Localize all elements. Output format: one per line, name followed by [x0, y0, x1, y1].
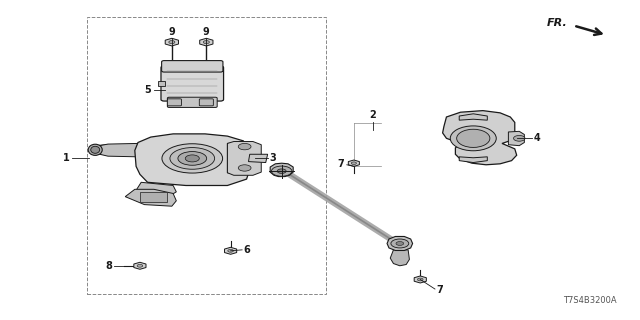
Polygon shape: [134, 262, 146, 269]
Polygon shape: [460, 114, 487, 120]
Text: 6: 6: [243, 245, 250, 255]
Polygon shape: [348, 160, 360, 166]
Polygon shape: [125, 189, 176, 206]
Text: 4: 4: [533, 133, 540, 143]
Ellipse shape: [91, 146, 100, 153]
Text: 5: 5: [145, 85, 152, 95]
Circle shape: [277, 169, 286, 173]
FancyBboxPatch shape: [161, 66, 223, 101]
Ellipse shape: [170, 148, 214, 169]
Text: 7: 7: [436, 285, 443, 295]
FancyBboxPatch shape: [199, 99, 213, 106]
FancyBboxPatch shape: [168, 99, 181, 106]
Polygon shape: [387, 236, 413, 251]
Polygon shape: [137, 182, 176, 199]
Bar: [87, 17, 326, 294]
Polygon shape: [460, 157, 487, 163]
Polygon shape: [248, 154, 268, 163]
Polygon shape: [270, 163, 293, 177]
Text: 8: 8: [105, 261, 112, 271]
Polygon shape: [227, 142, 259, 174]
Text: 7: 7: [337, 159, 344, 169]
Polygon shape: [100, 143, 170, 157]
Text: 3: 3: [269, 153, 276, 164]
Text: FR.: FR.: [547, 18, 567, 28]
Bar: [158, 81, 166, 86]
Ellipse shape: [162, 144, 223, 173]
Text: 1: 1: [63, 153, 70, 164]
Circle shape: [391, 239, 409, 248]
Polygon shape: [95, 145, 161, 155]
Text: 9: 9: [168, 27, 175, 37]
Polygon shape: [225, 247, 237, 254]
Text: T7S4B3200A: T7S4B3200A: [563, 296, 617, 305]
Circle shape: [271, 166, 292, 176]
Text: 2: 2: [370, 110, 376, 120]
Polygon shape: [508, 131, 524, 146]
Ellipse shape: [457, 129, 490, 148]
Circle shape: [204, 41, 209, 44]
Polygon shape: [135, 134, 250, 186]
Polygon shape: [200, 38, 213, 46]
Polygon shape: [390, 250, 410, 266]
Circle shape: [137, 264, 143, 267]
FancyBboxPatch shape: [168, 97, 217, 108]
Circle shape: [417, 278, 423, 281]
Circle shape: [351, 162, 356, 164]
Ellipse shape: [451, 126, 496, 151]
Circle shape: [238, 143, 251, 150]
Ellipse shape: [185, 155, 199, 162]
Ellipse shape: [178, 152, 207, 165]
Text: 9: 9: [203, 27, 210, 37]
Circle shape: [513, 135, 525, 141]
Polygon shape: [414, 276, 426, 283]
Circle shape: [238, 165, 251, 171]
Bar: [140, 193, 167, 202]
Polygon shape: [227, 141, 261, 175]
Polygon shape: [443, 111, 516, 165]
Circle shape: [396, 242, 404, 245]
Circle shape: [228, 249, 234, 252]
Polygon shape: [165, 38, 179, 46]
FancyBboxPatch shape: [162, 60, 223, 72]
Ellipse shape: [88, 144, 102, 156]
Circle shape: [169, 41, 175, 44]
